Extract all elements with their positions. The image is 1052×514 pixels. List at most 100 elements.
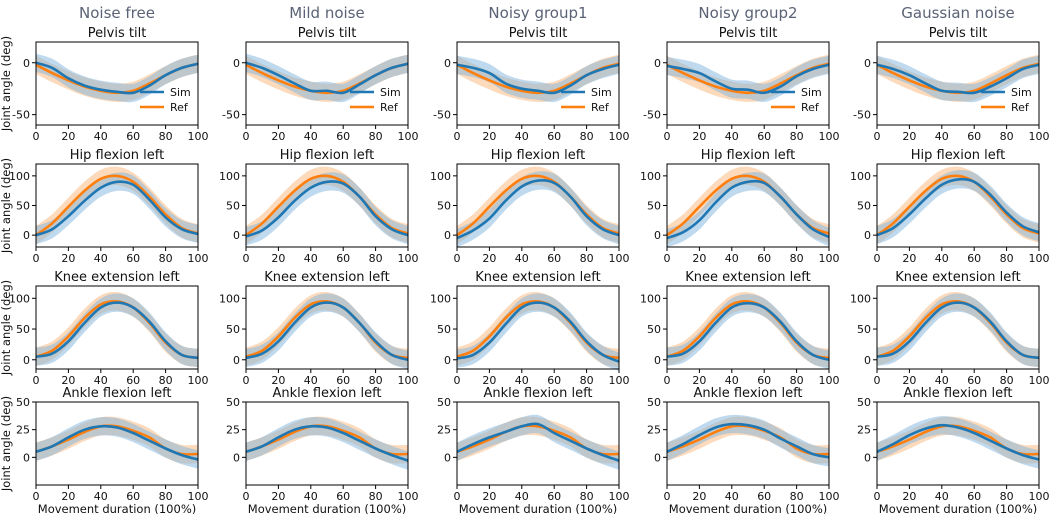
x-tick-label: 0 [243,252,250,265]
plot-frame [456,285,620,370]
x-tick-label: 40 [515,374,529,387]
y-tick-label: 100 [640,170,661,183]
x-tick-label: 60 [126,374,140,387]
ref-band [667,54,829,102]
sim-band [457,171,619,248]
sim-band [246,417,408,470]
x-tick-label: 100 [819,130,840,143]
x-tick-label: 80 [1000,130,1014,143]
plot-frame [666,401,830,486]
x-axis-label: Movement duration (100%) [669,502,827,514]
x-tick-label: 40 [304,130,318,143]
y-tick-label: 50 [16,323,30,336]
y-tick-label: 0 [23,354,30,367]
sim-band [36,293,198,368]
x-tick-label: 40 [94,130,108,143]
x-tick-label: 60 [967,130,981,143]
x-tick-label: 20 [482,374,496,387]
column-title: Noisy group2 [698,4,797,22]
subplot-title: Pelvis tilt [929,26,988,41]
x-tick-label: 80 [580,252,594,265]
sim-line [666,63,830,95]
subplot-title: Ankle flexion left [693,386,802,401]
x-tick-label: 60 [547,252,561,265]
x-tick-label: 20 [902,252,916,265]
y-tick-label: 50 [647,396,661,409]
y-axis-label: Joint angle (deg) [0,36,13,132]
x-tick-label: 0 [874,252,881,265]
subplot-title: Knee extension left [54,270,179,285]
subplot-title: Hip flexion left [70,148,164,163]
x-tick-label: 20 [692,490,706,503]
ref-line [245,174,409,237]
legend-label-sim: Sim [1011,86,1032,99]
legend-label-sim: Sim [380,86,401,99]
x-tick-label: 20 [482,490,496,503]
x-tick-label: 80 [369,490,383,503]
x-tick-label: 80 [790,490,804,503]
x-tick-label: 20 [902,374,916,387]
x-tick-label: 60 [336,374,350,387]
x-tick-label: 0 [874,374,881,387]
ref-band [877,54,1039,102]
y-tick-label: 100 [219,170,240,183]
sim-band [36,53,198,103]
x-tick-label: 80 [790,374,804,387]
y-tick-label: 50 [437,200,451,213]
y-tick-label: 0 [654,229,661,242]
x-tick-label: 20 [271,374,285,387]
x-tick-label: 0 [664,252,671,265]
y-tick-label: 50 [226,323,240,336]
x-tick-label: 100 [188,374,209,387]
x-tick-label: 20 [271,252,285,265]
sim-line [245,301,409,362]
column-title: Noise free [79,4,155,22]
x-tick-label: 100 [819,490,840,503]
x-tick-label: 80 [1000,374,1014,387]
sim-line [35,180,199,237]
y-tick-label: 0 [233,451,240,464]
x-tick-label: 0 [33,252,40,265]
x-tick-label: 100 [1029,130,1050,143]
plot-frame [35,41,199,126]
x-tick-label: 100 [609,252,630,265]
sim-band [667,294,829,369]
x-tick-label: 40 [304,374,318,387]
sim-line [456,301,620,363]
plot-frame [245,285,409,370]
column-title: Mild noise [289,4,364,22]
subplot-title: Hip flexion left [701,148,795,163]
subplot-title: Ankle flexion left [483,386,592,401]
y-tick-label: 100 [640,292,661,305]
x-tick-label: 60 [336,130,350,143]
sim-line [456,179,620,240]
ref-line [876,174,1040,237]
x-tick-label: 80 [369,252,383,265]
y-tick-label: 50 [647,200,661,213]
x-tick-label: 40 [94,252,108,265]
x-tick-label: 40 [725,374,739,387]
x-tick-label: 0 [874,490,881,503]
y-tick-label: -50 [643,109,661,122]
sim-line [35,61,199,95]
y-tick-label: -50 [12,109,30,122]
legend-label-ref: Ref [380,101,399,114]
x-tick-label: 80 [159,252,173,265]
x-tick-label: 0 [454,490,461,503]
sim-band [877,416,1039,469]
x-tick-label: 40 [515,130,529,143]
sim-band [667,414,829,467]
x-tick-label: 80 [159,490,173,503]
sim-band [457,414,619,470]
x-tick-label: 0 [243,374,250,387]
subplot-title: Pelvis tilt [509,26,568,41]
x-tick-label: 20 [271,130,285,143]
x-tick-label: 0 [243,490,250,503]
x-tick-label: 20 [482,130,496,143]
x-tick-label: 40 [725,252,739,265]
legend-label-sim: Sim [801,86,822,99]
sim-line [35,424,199,461]
sim-line [876,301,1040,360]
x-tick-label: 60 [126,490,140,503]
